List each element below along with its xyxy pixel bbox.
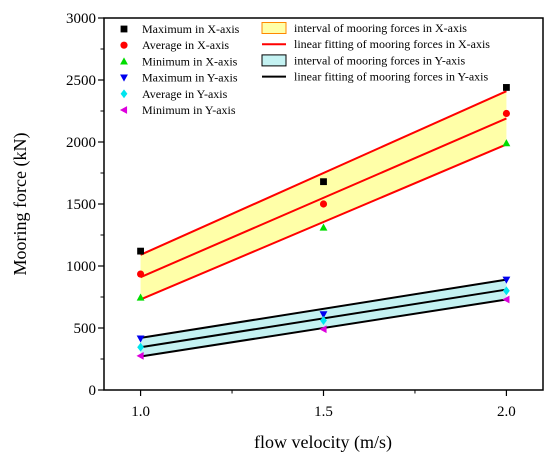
legend-label-2: Average in X-axis <box>142 38 229 52</box>
fit-line-1-3 <box>140 143 507 301</box>
legend-marker-6 <box>119 106 128 114</box>
point-s6-2 <box>319 325 327 334</box>
legend-marker-2 <box>120 41 128 49</box>
point-s6-1 <box>136 351 144 360</box>
x-tick-label-1: 1.0 <box>131 404 150 420</box>
x-tick-label-3: 2.0 <box>497 404 516 420</box>
point-s5-1 <box>137 342 144 352</box>
legend-label-4: Maximum in Y-axis <box>142 71 238 85</box>
point-s5-2 <box>320 316 327 325</box>
point-s5-3 <box>503 286 510 296</box>
fit-line-2-1 <box>140 278 507 339</box>
point-s4-3 <box>502 276 511 284</box>
y-tick-label-1: 0 <box>89 383 97 399</box>
y-tick-label-5: 2000 <box>66 135 96 151</box>
point-s3-3 <box>502 139 511 147</box>
fit-line-1-2 <box>140 117 507 279</box>
legend-label-r4: linear fitting of mooring forces in Y-ax… <box>294 70 489 84</box>
legend-label-3: Minimum in X-axis <box>142 54 238 68</box>
legend-marker-5 <box>120 89 128 99</box>
y-tick-label-4: 1500 <box>66 197 96 213</box>
y-tick-label-6: 2500 <box>66 73 96 89</box>
legend-marker-4 <box>120 74 128 82</box>
band-1 <box>140 91 507 300</box>
axes: 1.0 1.5 2.0 0 500 1000 1500 2000 2500 3000 <box>66 11 516 420</box>
point-s2-3 <box>502 109 510 118</box>
point-s4-1 <box>136 335 145 343</box>
y-axis-title: Mooring force (kN) <box>10 133 31 276</box>
point-s6-3 <box>502 295 510 304</box>
x-tick-label-2: 1.5 <box>314 404 333 420</box>
point-s2-1 <box>137 270 145 278</box>
legend: Maximum in X-axis Average in X-axis Minimu… <box>119 21 490 117</box>
legend-swatch-r1 <box>261 22 287 34</box>
legend-marker-1 <box>120 25 128 33</box>
point-s4-2 <box>319 311 328 319</box>
legend-label-r1: interval of mooring forces in X-axis <box>294 21 467 35</box>
legend-label-6: Minimum in Y-axis <box>142 103 236 117</box>
x-axis-title: flow velocity (m/s) <box>254 432 392 453</box>
legend-marker-3 <box>120 57 128 65</box>
point-s1-1 <box>137 247 144 255</box>
point-s1-3 <box>503 84 510 91</box>
point-s1-2 <box>320 178 327 186</box>
point-s3-1 <box>136 293 145 301</box>
y-tick-label-2: 500 <box>74 321 97 337</box>
plot-area <box>136 84 511 360</box>
legend-label-r2: linear fitting of mooring forces in X-ax… <box>294 37 490 51</box>
legend-label-r3: interval of mooring forces in Y-axis <box>294 53 466 67</box>
legend-label-1: Maximum in X-axis <box>142 22 240 36</box>
fit-line-1-1 <box>140 90 507 256</box>
point-s3-2 <box>319 223 328 231</box>
y-tick-label-3: 1000 <box>66 259 96 275</box>
legend-swatch-r3 <box>261 54 287 67</box>
point-s2-2 <box>319 200 328 208</box>
y-tick-label-7: 3000 <box>66 11 96 27</box>
legend-label-5: Average in Y-axis <box>142 87 228 101</box>
